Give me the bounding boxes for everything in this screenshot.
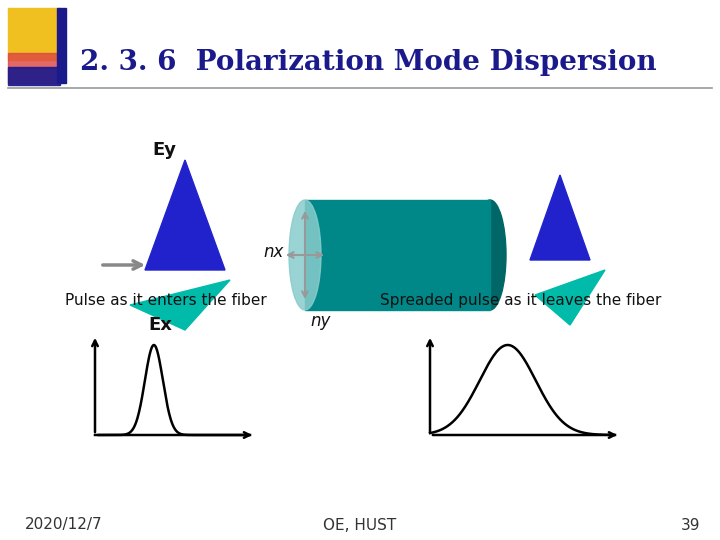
Bar — [305, 200, 490, 310]
Text: Pulse as it enters the fiber: Pulse as it enters the fiber — [65, 293, 266, 308]
Bar — [8, 53, 60, 83]
Polygon shape — [530, 175, 590, 260]
Ellipse shape — [474, 200, 506, 310]
Bar — [8, 67, 60, 85]
Text: 39: 39 — [680, 517, 700, 532]
Polygon shape — [145, 160, 225, 270]
Text: OE, HUST: OE, HUST — [323, 517, 397, 532]
Text: 2020/12/7: 2020/12/7 — [25, 517, 103, 532]
Text: nx: nx — [263, 243, 284, 261]
Polygon shape — [535, 270, 605, 325]
Text: 2. 3. 6  Polarization Mode Dispersion: 2. 3. 6 Polarization Mode Dispersion — [80, 49, 657, 76]
Polygon shape — [130, 280, 230, 330]
Bar — [8, 8, 60, 60]
Text: Spreaded pulse as it leaves the fiber: Spreaded pulse as it leaves the fiber — [380, 293, 662, 308]
Text: Ex: Ex — [148, 316, 172, 334]
Text: ny: ny — [310, 312, 330, 330]
Ellipse shape — [289, 200, 321, 310]
Bar — [57, 8, 66, 83]
Text: Ey: Ey — [152, 141, 176, 159]
